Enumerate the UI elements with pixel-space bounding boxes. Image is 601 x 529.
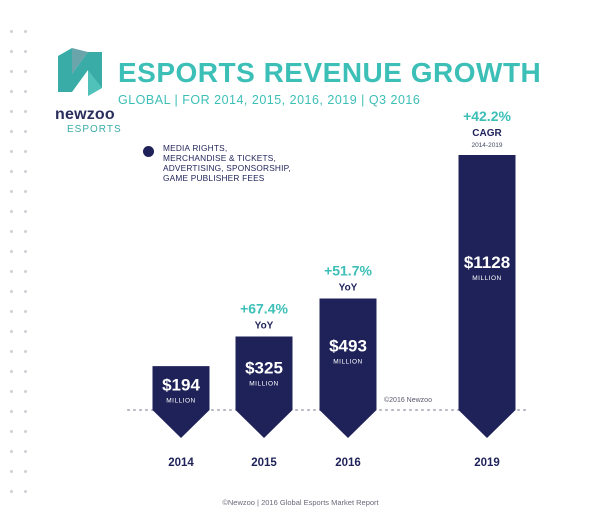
- unit-label: MILLION: [166, 398, 196, 405]
- newzoo-logo-icon: [58, 48, 102, 96]
- brand-subname: ESPORTS: [67, 124, 122, 135]
- growth-value: +67.4%: [240, 301, 288, 317]
- value-label: $194: [162, 376, 200, 395]
- category-label: 2014: [168, 457, 194, 469]
- bar-2014: [152, 366, 210, 438]
- category-label: 2019: [474, 457, 500, 469]
- growth-label: CAGR: [472, 128, 502, 139]
- bar-2019: [458, 155, 516, 438]
- bar-2015: [235, 336, 293, 438]
- legend-swatch: [143, 146, 154, 157]
- category-label: 2016: [335, 457, 361, 469]
- growth-value: +51.7%: [324, 263, 372, 279]
- growth-label: YoY: [339, 283, 358, 294]
- chart-title: ESPORTS REVENUE GROWTH: [118, 57, 542, 88]
- unit-label: MILLION: [333, 358, 363, 365]
- category-label: 2015: [251, 457, 277, 469]
- decorative-dot-column: [10, 30, 40, 510]
- value-label: $493: [329, 336, 367, 355]
- legend: MEDIA RIGHTS, MERCHANDISE & TICKETS, ADV…: [143, 143, 293, 183]
- value-label: $1128: [464, 253, 510, 272]
- brand-name: newzoo: [55, 106, 115, 123]
- growth-label: YoY: [255, 321, 274, 332]
- growth-note: 2014-2019: [471, 142, 502, 149]
- unit-label: MILLION: [249, 380, 279, 387]
- chart-watermark: ©2016 Newzoo: [384, 397, 432, 404]
- chart-subtitle: GLOBAL | FOR 2014, 2015, 2016, 2019 | Q3…: [118, 93, 421, 107]
- value-label: $325: [245, 358, 283, 377]
- brand-block: newzoo ESPORTS: [55, 106, 125, 135]
- legend-label: MEDIA RIGHTS, MERCHANDISE & TICKETS, ADV…: [163, 143, 291, 183]
- growth-value: +42.2%: [463, 108, 511, 124]
- unit-label: MILLION: [472, 275, 502, 282]
- bar-2016: [319, 298, 377, 438]
- source-footer: ©Newzoo | 2016 Global Esports Market Rep…: [222, 498, 379, 507]
